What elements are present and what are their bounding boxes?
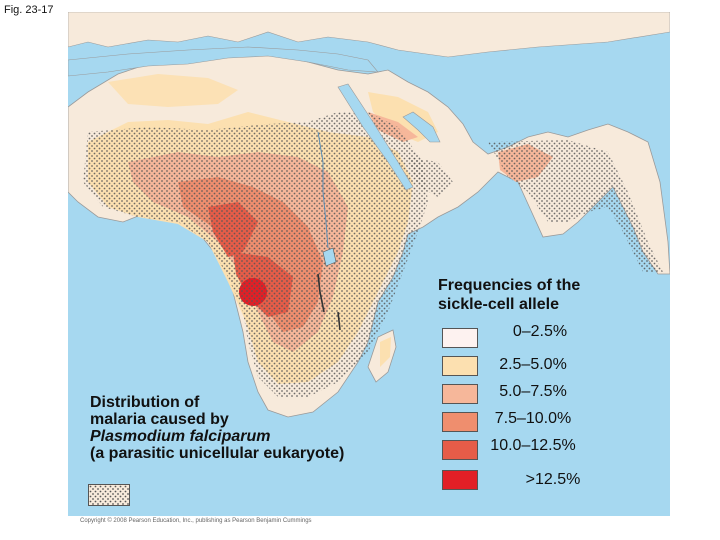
malaria-caption-line2: malaria caused by	[90, 411, 229, 428]
lake-malawi	[337, 311, 341, 331]
malaria-distribution	[83, 112, 663, 397]
copyright-notice: Copyright © 2008 Pearson Education, Inc.…	[80, 518, 312, 524]
malaria-africa-zone	[83, 112, 428, 397]
legend-swatch	[442, 328, 478, 348]
lake-victoria	[322, 247, 337, 267]
zone-2-5-5-0-north	[108, 74, 238, 107]
legend-label: 0–2.5%	[512, 323, 568, 340]
mediterranean-sea	[68, 46, 379, 77]
malaria-india-zone	[488, 140, 663, 272]
legend-swatch	[442, 470, 478, 490]
madagascar-zone	[380, 337, 391, 367]
legend-swatch	[442, 412, 478, 432]
map-svg	[68, 12, 670, 516]
malaria-caption-line1: Distribution of	[90, 394, 200, 411]
malaria-arabia-zone	[408, 157, 453, 197]
legend-label: 10.0–12.5%	[490, 437, 576, 454]
malaria-caption-species: Plasmodium falciparum	[90, 428, 271, 445]
legend-swatch	[442, 356, 478, 376]
legend-swatch	[442, 384, 478, 404]
map-area	[68, 12, 670, 516]
europe-landmass	[68, 12, 670, 58]
malaria-caption-line4: (a parasitic unicellular eukaryote)	[90, 445, 345, 462]
malaria-dot-swatch	[88, 484, 130, 506]
red-sea	[337, 83, 414, 191]
legend-label: 5.0–7.5%	[499, 383, 567, 400]
nile-river	[317, 131, 329, 249]
persian-gulf	[402, 111, 441, 143]
legend-label: 2.5–5.0%	[499, 356, 567, 373]
legend-label: >12.5%	[525, 471, 581, 488]
legend-title-line2: sickle-cell allele	[438, 296, 559, 313]
legend-label: 7.5–10.0%	[494, 410, 572, 427]
lake-tanganyika	[317, 273, 325, 313]
legend-title: Frequencies of the sickle-cell allele	[438, 276, 638, 314]
malaria-caption: Distribution of malaria caused by Plasmo…	[90, 394, 344, 462]
legend-swatch	[442, 440, 478, 460]
legend-title-line1: Frequencies of the	[438, 277, 581, 294]
figure-label: Fig. 23-17	[4, 4, 54, 16]
